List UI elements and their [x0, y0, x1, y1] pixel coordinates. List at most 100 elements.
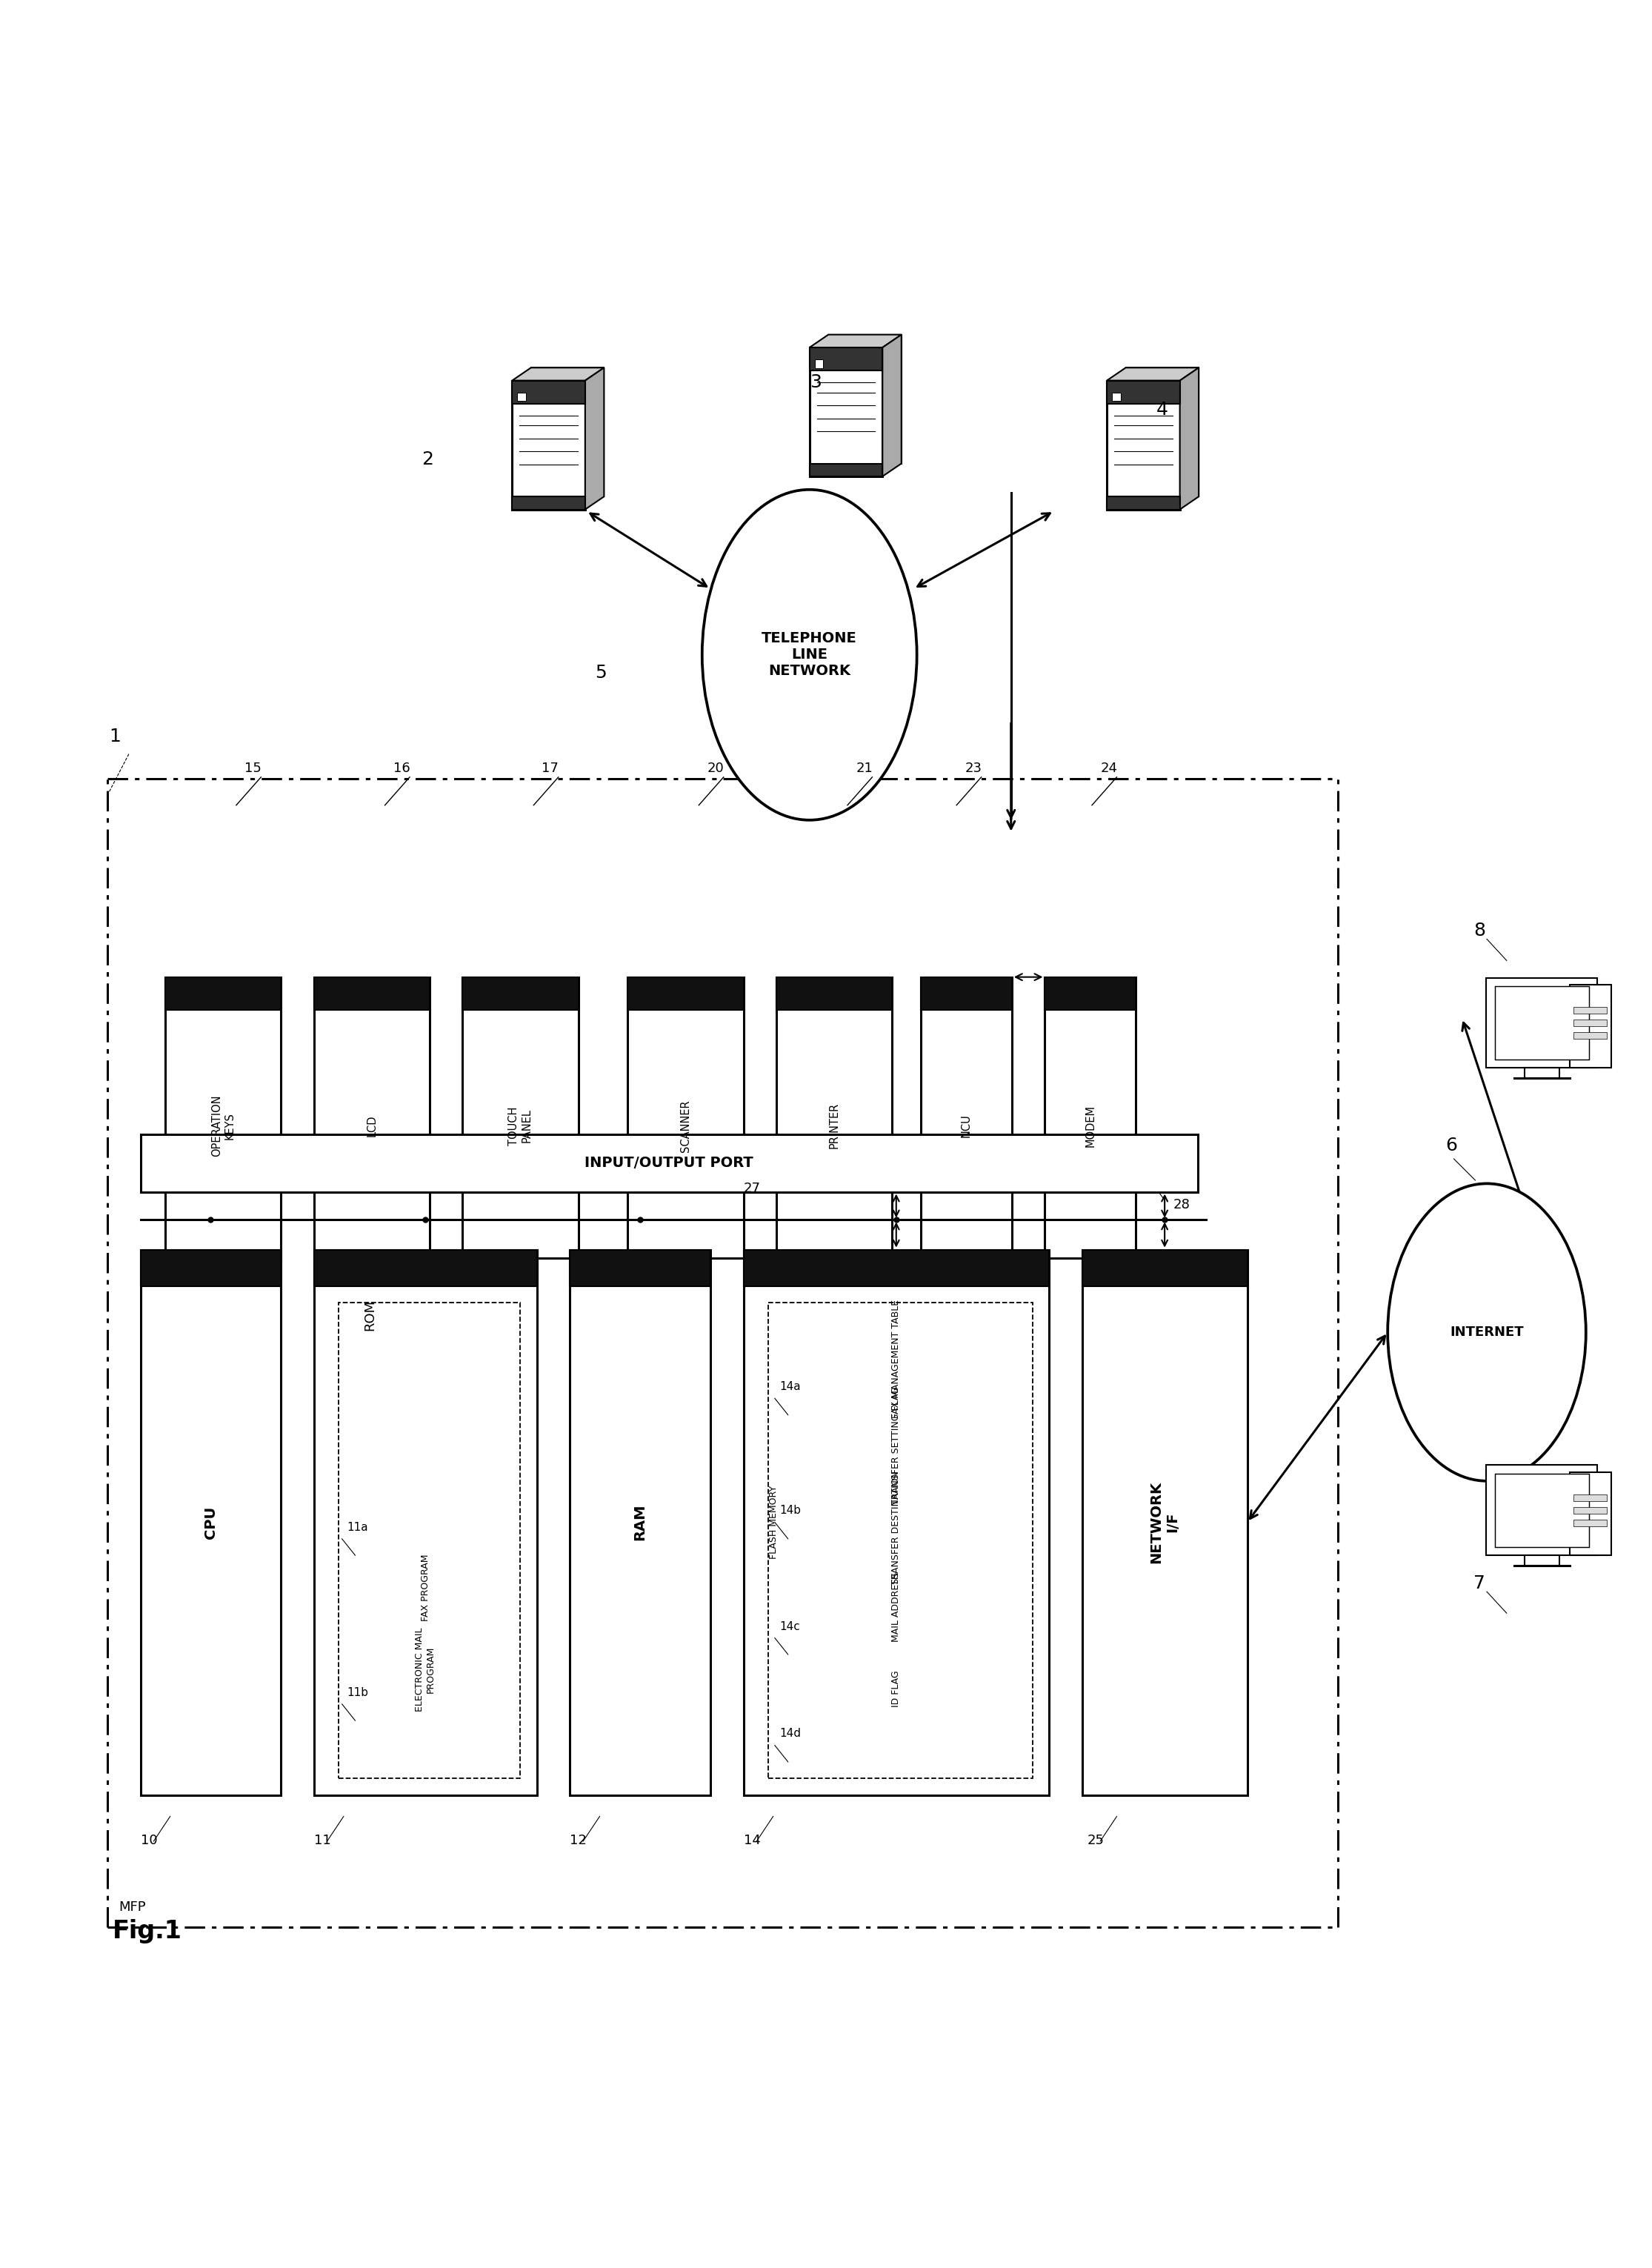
Bar	[1574, 1021, 1607, 1027]
Bar	[140, 1250, 281, 1286]
Bar	[1574, 1520, 1607, 1526]
FancyBboxPatch shape	[628, 978, 743, 1259]
Bar	[743, 1250, 1049, 1286]
Text: TOUCH
PANEL: TOUCH PANEL	[509, 1107, 532, 1145]
Text: 23: 23	[965, 762, 981, 776]
FancyBboxPatch shape	[570, 1250, 710, 1794]
Bar	[1495, 987, 1589, 1059]
Bar	[1574, 1007, 1607, 1014]
Text: TRANSFER DESTINATION: TRANSFER DESTINATION	[892, 1470, 900, 1585]
FancyBboxPatch shape	[314, 978, 430, 1259]
Polygon shape	[809, 336, 902, 347]
Text: INPUT/OUTPUT PORT: INPUT/OUTPUT PORT	[585, 1157, 753, 1170]
Polygon shape	[512, 381, 585, 510]
FancyBboxPatch shape	[165, 978, 281, 1259]
Text: 14: 14	[743, 1835, 760, 1848]
Polygon shape	[809, 463, 882, 476]
Polygon shape	[1107, 367, 1199, 381]
Bar	[628, 978, 743, 1009]
Text: 16: 16	[393, 762, 410, 776]
Text: 17: 17	[542, 762, 558, 776]
FancyBboxPatch shape	[1046, 978, 1137, 1259]
FancyBboxPatch shape	[1487, 1465, 1597, 1556]
Polygon shape	[1180, 367, 1199, 510]
Text: OPERATION
KEYS: OPERATION KEYS	[211, 1095, 235, 1157]
Text: FAX PROGRAM: FAX PROGRAM	[421, 1554, 430, 1622]
Polygon shape	[530, 367, 605, 497]
Text: 14c: 14c	[780, 1622, 800, 1633]
Bar	[1574, 1506, 1607, 1513]
Bar	[1525, 1556, 1559, 1565]
Text: 15: 15	[244, 762, 261, 776]
Bar	[517, 392, 525, 401]
Ellipse shape	[702, 490, 917, 821]
Text: TELEPHONE
LINE
NETWORK: TELEPHONE LINE NETWORK	[762, 631, 857, 678]
Bar	[1495, 1474, 1589, 1547]
Text: MFP: MFP	[119, 1901, 145, 1914]
Text: 5: 5	[595, 665, 606, 683]
FancyBboxPatch shape	[922, 978, 1011, 1259]
Text: ELECTRONIC MAIL
PROGRAM: ELECTRONIC MAIL PROGRAM	[415, 1628, 436, 1712]
Text: MAIL ADDRESS: MAIL ADDRESS	[892, 1572, 900, 1642]
Text: 27: 27	[743, 1182, 760, 1195]
Text: Fig.1: Fig.1	[112, 1919, 182, 1944]
Bar	[1574, 1495, 1607, 1501]
Text: 14b: 14b	[780, 1506, 801, 1517]
Text: LCD: LCD	[367, 1116, 377, 1136]
Bar	[314, 978, 430, 1009]
Bar	[1112, 392, 1120, 401]
FancyBboxPatch shape	[140, 1250, 281, 1794]
Polygon shape	[512, 497, 585, 510]
FancyBboxPatch shape	[1569, 1472, 1611, 1556]
Bar	[922, 978, 1011, 1009]
Polygon shape	[1107, 381, 1180, 404]
Polygon shape	[1107, 381, 1180, 510]
Bar	[165, 978, 281, 1009]
Text: 1: 1	[109, 728, 121, 746]
FancyBboxPatch shape	[463, 978, 578, 1259]
Polygon shape	[1107, 497, 1180, 510]
Text: 4: 4	[1156, 401, 1168, 420]
Text: RAM: RAM	[633, 1504, 648, 1540]
Text: NCU: NCU	[961, 1114, 971, 1139]
Ellipse shape	[1388, 1184, 1586, 1481]
Text: 21: 21	[856, 762, 872, 776]
Text: 28: 28	[1173, 1198, 1189, 1211]
Text: 2: 2	[421, 451, 433, 469]
Bar	[776, 978, 892, 1009]
FancyBboxPatch shape	[1082, 1250, 1247, 1794]
Text: NETWORK
I/F: NETWORK I/F	[1150, 1481, 1180, 1563]
Bar	[1574, 1032, 1607, 1039]
Bar	[1525, 1068, 1559, 1077]
Polygon shape	[512, 381, 585, 404]
Text: CPU: CPU	[203, 1506, 218, 1538]
Text: 8: 8	[1474, 921, 1485, 939]
Polygon shape	[585, 367, 605, 510]
Polygon shape	[809, 347, 882, 370]
Text: TRANSFER SETTING FLAG: TRANSFER SETTING FLAG	[892, 1386, 900, 1506]
FancyBboxPatch shape	[1487, 978, 1597, 1068]
Bar	[463, 978, 578, 1009]
Text: MODEM: MODEM	[1085, 1105, 1095, 1148]
Polygon shape	[809, 347, 882, 476]
Bar	[570, 1250, 710, 1286]
Text: 7: 7	[1474, 1574, 1485, 1592]
Text: 12: 12	[570, 1835, 586, 1848]
Text: 11b: 11b	[347, 1687, 368, 1699]
Text: INTERNET: INTERNET	[1450, 1325, 1523, 1338]
Text: 20: 20	[707, 762, 724, 776]
FancyBboxPatch shape	[776, 978, 892, 1259]
Bar	[314, 1250, 537, 1286]
Text: ID FLAG: ID FLAG	[892, 1669, 900, 1708]
Text: 6: 6	[1446, 1136, 1457, 1154]
FancyBboxPatch shape	[314, 1250, 537, 1794]
Bar	[1082, 1250, 1247, 1286]
Polygon shape	[512, 367, 605, 381]
Text: FAX MANAGEMENT TABLE: FAX MANAGEMENT TABLE	[892, 1300, 900, 1418]
Bar	[1046, 978, 1137, 1009]
Text: 14d: 14d	[780, 1728, 801, 1740]
Text: 10: 10	[140, 1835, 157, 1848]
FancyBboxPatch shape	[140, 1134, 1198, 1191]
Text: 14a: 14a	[780, 1381, 801, 1393]
Text: ROM: ROM	[363, 1300, 377, 1331]
